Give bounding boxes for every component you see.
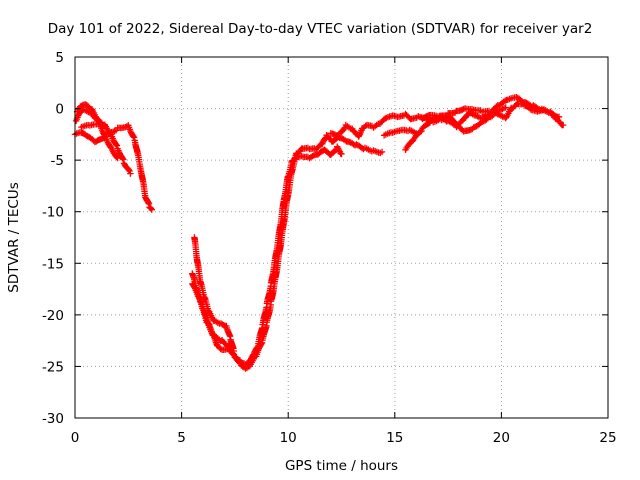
- series-arc-7: [189, 100, 567, 372]
- series-arc-3: [73, 101, 121, 162]
- y-tick-label: -25: [42, 359, 64, 375]
- series-arc-12: [419, 104, 509, 135]
- data-point-markers: [327, 130, 386, 157]
- y-tick-label: -15: [42, 256, 64, 272]
- series-arc-10: [380, 126, 420, 139]
- data-point-markers: [380, 126, 420, 139]
- series-arc-2: [72, 106, 134, 177]
- series-arc-9: [327, 130, 386, 157]
- data-point-markers: [71, 122, 155, 213]
- series-arc-8: [255, 143, 345, 347]
- data-point-markers: [72, 106, 134, 177]
- x-tick-label: 25: [599, 430, 616, 446]
- x-tick-label: 10: [280, 430, 297, 446]
- x-axis-label: GPS time / hours: [285, 458, 398, 474]
- data-point-markers: [402, 94, 563, 153]
- series-arc-4: [78, 120, 108, 131]
- series-arc-1: [71, 122, 155, 213]
- series-arc-5: [191, 234, 237, 355]
- x-tick-label: 5: [177, 430, 186, 446]
- y-tick-label: -5: [51, 153, 64, 169]
- plot-frame: [74, 56, 609, 419]
- y-axis-label: SDTVAR / TECUs: [6, 182, 22, 292]
- data-point-markers: [189, 100, 567, 372]
- y-tick-label: -30: [42, 411, 64, 427]
- data-point-markers: [419, 104, 509, 135]
- series-arc-11: [402, 94, 563, 153]
- y-tick-label: 5: [55, 50, 64, 66]
- data-point-markers: [191, 234, 237, 355]
- x-tick-label: 15: [386, 430, 403, 446]
- grid-lines: [75, 57, 608, 418]
- x-tick-label: 20: [493, 430, 510, 446]
- y-tick-label: -20: [42, 308, 64, 324]
- y-tick-label: 0: [55, 102, 64, 118]
- data-point-markers: [78, 120, 108, 131]
- x-tick-label: 0: [71, 430, 80, 446]
- y-tick-label: -10: [42, 205, 64, 221]
- axis-ticks: 0 5 10 15 20 25 -30 -25 -20 -15 -10 -5 0 5: [42, 50, 617, 446]
- data-point-markers: [73, 101, 121, 162]
- chart-title: Day 101 of 2022, Sidereal Day-to-day VTE…: [48, 21, 593, 37]
- plot-marks: [71, 94, 567, 372]
- data-point-markers: [255, 143, 345, 347]
